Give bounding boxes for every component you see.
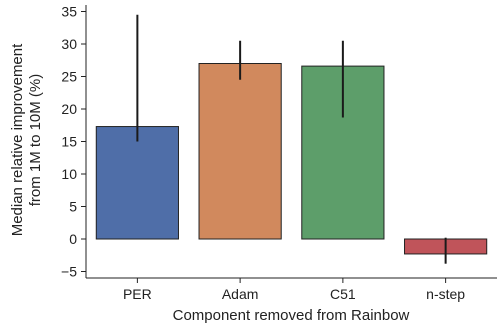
x-tick-label: n-step xyxy=(426,286,465,302)
y-axis: −5 0 5 10 15 20 25 30 35 xyxy=(61,4,87,280)
bar-adam xyxy=(198,63,282,240)
x-tick-label: C51 xyxy=(330,286,356,302)
y-tick-label: 0 xyxy=(69,231,77,247)
y-tick-label: −5 xyxy=(61,264,77,280)
bars-group xyxy=(95,63,488,255)
x-tick-label: Adam xyxy=(222,286,259,302)
y-tick-label: 30 xyxy=(61,36,77,52)
y-tick-label: 25 xyxy=(61,69,77,85)
x-axis-label: Component removed from Rainbow xyxy=(173,307,410,324)
y-axis-label-line-2: from 1M to 10M (%) xyxy=(27,74,44,207)
x-tick-label: PER xyxy=(123,286,152,302)
error-bars-group xyxy=(136,14,447,264)
y-tick-label: 10 xyxy=(61,166,77,182)
x-axis: PER Adam C51 n-step xyxy=(86,277,497,302)
y-tick-label: 35 xyxy=(61,4,77,20)
y-tick-label: 15 xyxy=(61,134,77,150)
y-tick-label: 5 xyxy=(69,199,77,215)
y-axis-label-line-1: Median relative improvement xyxy=(9,43,26,236)
bar-per xyxy=(95,126,179,240)
y-tick-label: 20 xyxy=(61,101,77,117)
